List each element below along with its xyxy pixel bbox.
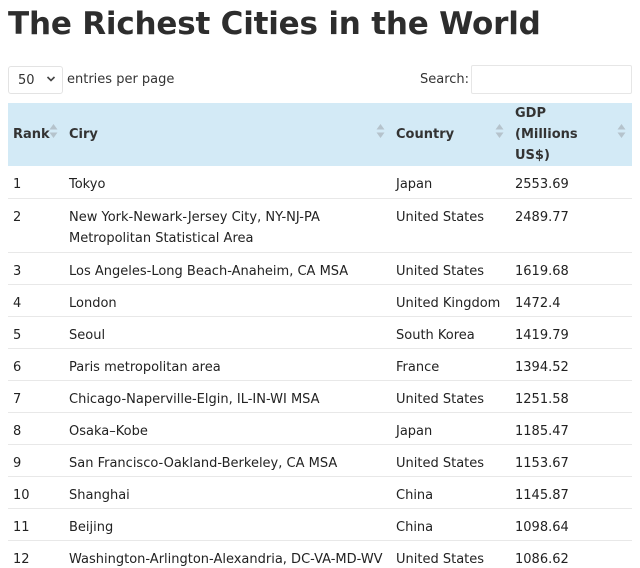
cell-rank: 1 xyxy=(8,166,64,199)
table-controls: 50 entries per page Search: xyxy=(8,64,632,96)
sort-icon xyxy=(376,124,385,138)
cell-city: Shanghai xyxy=(64,476,391,509)
column-header-country[interactable]: Country xyxy=(391,103,510,166)
cell-gdp: 1145.87 xyxy=(510,476,632,509)
cell-country: United States xyxy=(391,444,510,477)
cell-city: San Francisco-Oakland-Berkeley, CA MSA xyxy=(64,444,391,477)
cell-rank: 5 xyxy=(8,316,64,349)
cell-rank: 8 xyxy=(8,412,64,445)
column-header-label: Country xyxy=(396,127,455,142)
cell-gdp: 1098.64 xyxy=(510,508,632,541)
cell-rank: 11 xyxy=(8,508,64,541)
cell-gdp: 1419.79 xyxy=(510,316,632,349)
cell-country: China xyxy=(391,476,510,509)
table-row: 4 London United Kingdom 1472.4 xyxy=(8,284,632,317)
cell-gdp: 2553.69 xyxy=(510,166,632,199)
table-row: 6 Paris metropolitan area France 1394.52 xyxy=(8,348,632,381)
cell-city: New York-Newark-Jersey City, NY-NJ-PA Me… xyxy=(64,198,391,253)
table-row: 8 Osaka–Kobe Japan 1185.47 xyxy=(8,412,632,445)
cell-rank: 12 xyxy=(8,540,64,568)
cell-country: Japan xyxy=(391,166,510,199)
cell-city: London xyxy=(64,284,391,317)
sort-icon xyxy=(49,124,58,138)
cell-country: Japan xyxy=(391,412,510,445)
column-header-city[interactable]: Ciry xyxy=(64,103,391,166)
cell-gdp: 1086.62 xyxy=(510,540,632,568)
table-row: 1 Tokyo Japan 2553.69 xyxy=(8,166,632,199)
cell-country: United States xyxy=(391,380,510,413)
cell-rank: 2 xyxy=(8,198,64,253)
column-header-label: GDP (Millions US$) xyxy=(515,106,578,163)
search-label: Search: xyxy=(420,72,470,87)
cell-country: United States xyxy=(391,198,510,253)
cell-rank: 4 xyxy=(8,284,64,317)
cell-city: Chicago-Naperville-Elgin, IL-IN-WI MSA xyxy=(64,380,391,413)
cell-country: United States xyxy=(391,540,510,568)
entries-per-page-select[interactable]: 50 xyxy=(8,66,63,94)
table-row: 10 Shanghai China 1145.87 xyxy=(8,476,632,509)
cities-table: Rank Ciry Country xyxy=(8,103,632,568)
column-header-rank[interactable]: Rank xyxy=(8,103,64,166)
cell-country: South Korea xyxy=(391,316,510,349)
search-input[interactable] xyxy=(471,65,632,94)
page-title: The Richest Cities in the World xyxy=(8,6,541,42)
entries-per-page-label: entries per page xyxy=(67,72,175,87)
cell-rank: 9 xyxy=(8,444,64,477)
cell-rank: 6 xyxy=(8,348,64,381)
cell-rank: 10 xyxy=(8,476,64,509)
cell-gdp: 1394.52 xyxy=(510,348,632,381)
entries-per-page-value: 50 xyxy=(18,73,35,88)
cell-city: Tokyo xyxy=(64,166,391,199)
cell-city: Osaka–Kobe xyxy=(64,412,391,445)
cell-country: China xyxy=(391,508,510,541)
table-row: 7 Chicago-Naperville-Elgin, IL-IN-WI MSA… xyxy=(8,380,632,413)
table-row: 2 New York-Newark-Jersey City, NY-NJ-PA … xyxy=(8,198,632,253)
cell-gdp: 1251.58 xyxy=(510,380,632,413)
column-header-gdp[interactable]: GDP (Millions US$) xyxy=(510,103,632,166)
column-header-label: Rank xyxy=(13,127,50,142)
cell-rank: 3 xyxy=(8,252,64,285)
cell-city: Beijing xyxy=(64,508,391,541)
cell-gdp: 1153.67 xyxy=(510,444,632,477)
table-row: 9 San Francisco-Oakland-Berkeley, CA MSA… xyxy=(8,444,632,477)
cell-city: Washington-Arlington-Alexandria, DC-VA-M… xyxy=(64,540,391,568)
table-row: 12 Washington-Arlington-Alexandria, DC-V… xyxy=(8,540,632,568)
chevron-down-icon xyxy=(46,76,56,82)
table-row: 3 Los Angeles-Long Beach-Anaheim, CA MSA… xyxy=(8,252,632,285)
cell-rank: 7 xyxy=(8,380,64,413)
cell-gdp: 2489.77 xyxy=(510,198,632,253)
cell-country: United Kingdom xyxy=(391,284,510,317)
cell-country: United States xyxy=(391,252,510,285)
table-row: 11 Beijing China 1098.64 xyxy=(8,508,632,541)
table-row: 5 Seoul South Korea 1419.79 xyxy=(8,316,632,349)
cell-city: Los Angeles-Long Beach-Anaheim, CA MSA xyxy=(64,252,391,285)
cell-gdp: 1185.47 xyxy=(510,412,632,445)
cell-city: Paris metropolitan area xyxy=(64,348,391,381)
column-header-label: Ciry xyxy=(69,127,98,142)
sort-icon xyxy=(495,124,504,138)
sort-icon xyxy=(617,124,626,138)
cell-city: Seoul xyxy=(64,316,391,349)
cell-gdp: 1619.68 xyxy=(510,252,632,285)
table-header-row: Rank Ciry Country xyxy=(8,103,632,166)
cell-country: France xyxy=(391,348,510,381)
cell-gdp: 1472.4 xyxy=(510,284,632,317)
